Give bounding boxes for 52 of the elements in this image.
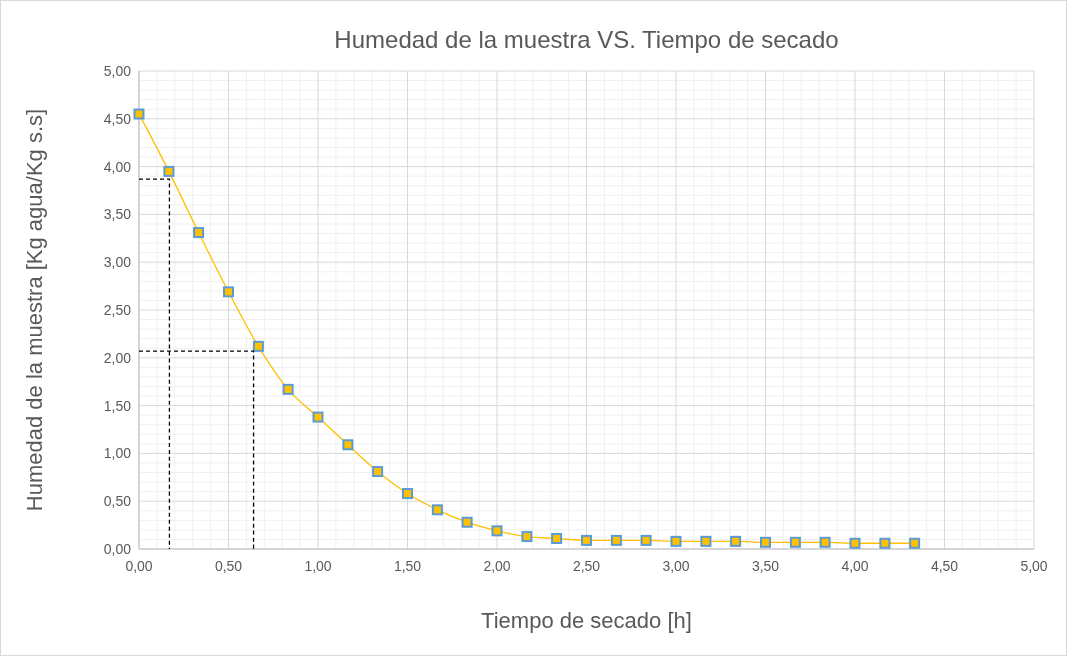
point [640,534,652,546]
point [312,411,324,423]
point [223,286,234,298]
y-tick-label: 4,50 [103,110,132,127]
y-tick-label: 3,50 [103,206,132,223]
point [431,504,443,516]
x-tick-label: 3,00 [662,558,690,574]
point [282,383,294,395]
point [909,537,921,549]
y-tick-label: 0,50 [103,493,132,510]
point [610,534,622,546]
point [133,108,145,120]
x-tick-label: 3,50 [751,558,780,574]
point [819,536,831,548]
point [491,525,503,537]
y-tick-label: 2,50 [103,302,132,318]
point [163,165,175,177]
point [342,439,354,451]
point [402,488,413,500]
x-axis-title: Tiempo de secado [h] [481,608,692,633]
point [193,227,205,239]
point [879,537,891,549]
x-tick-label: 2,00 [483,558,511,574]
y-tick-label: 4,00 [103,158,132,175]
y-tick-label: 5,00 [103,63,132,79]
point [252,340,264,352]
y-tick-label: 1,50 [103,397,132,414]
point [849,537,861,549]
x-tick-label: 4,50 [930,558,959,574]
y-tick-label: 0,00 [103,541,132,557]
point [581,534,592,546]
x-tick-label: 1,50 [393,558,422,574]
point [730,535,742,547]
point [461,516,473,528]
x-tick-label: 1,00 [304,558,332,574]
y-tick-label: 2,00 [103,349,132,366]
x-tick-label: 4,00 [841,558,869,574]
point [789,536,801,548]
point [551,532,563,544]
point [700,535,712,547]
chart-title: Humedad de la muestra VS. Tiempo de secado [334,26,839,53]
x-tick-label: 0,50 [214,558,243,574]
y-axis-title: Humedad de la muestra [Kg agua/Kg s.s] [22,108,47,512]
x-tick-label: 5,00 [1020,558,1048,574]
point [760,536,771,548]
y-tick-label: 3,00 [103,254,132,271]
y-tick-label: 1,00 [103,445,132,462]
point [670,535,682,547]
point [521,531,533,543]
x-tick-label: 0,00 [125,558,153,574]
x-tick-label: 2,50 [572,558,601,574]
point [372,466,384,478]
